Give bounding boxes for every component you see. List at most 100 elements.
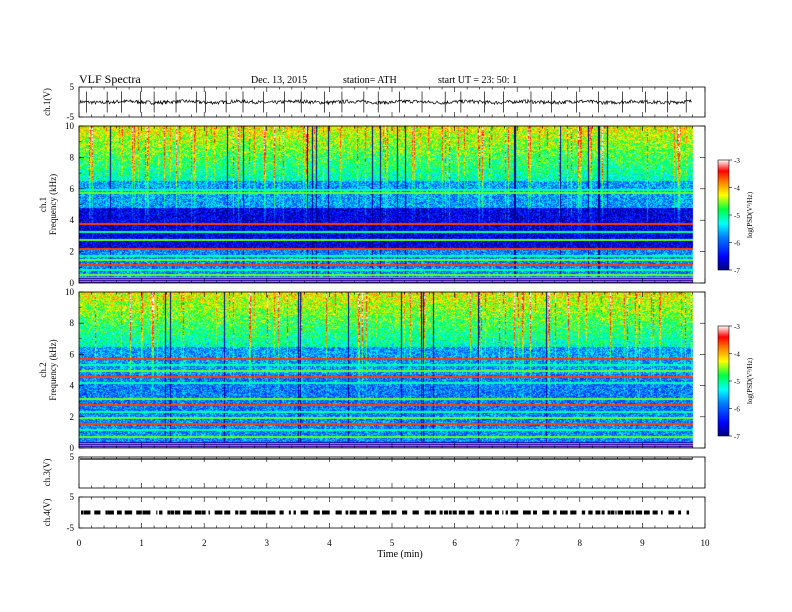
station-label: station= ATH (343, 75, 397, 86)
ch1-y-tick-label: 2 (70, 247, 75, 257)
ch4-trace-segment (369, 510, 377, 515)
ch4-trace-segment (116, 510, 122, 515)
ch4-trace-segment (167, 510, 171, 515)
ch4-trace-segment (686, 510, 690, 515)
ch1-y-axis-label: ch.1Frequency (kHz) (38, 174, 58, 235)
ch4-trace-segment (293, 510, 296, 515)
x-tick-label: 2 (202, 538, 207, 548)
ch4-trace-segment (542, 510, 550, 515)
colorbar-tick-label: -7 (734, 433, 740, 441)
ch4-trace-segment (300, 510, 309, 515)
ch4-trace-segment (382, 510, 390, 515)
ch4-trace-segment (201, 510, 206, 515)
ch4-trace-segment (321, 510, 330, 515)
ch4-trace-segment (430, 510, 437, 515)
ch1-waveform-trace (79, 98, 692, 106)
x-tick-label: 6 (452, 538, 457, 548)
ch4-trace-segment (94, 510, 101, 515)
ch4-trace-segment (581, 510, 586, 515)
ch4-trace-segment (239, 510, 247, 515)
ch4-trace-segment (174, 510, 181, 515)
ch4-trace-segment (668, 510, 675, 515)
ch4-trace-segment (652, 510, 658, 515)
ch1-waveform-panel: 5 -5 ch.1(V) (42, 82, 706, 122)
colorbar-label: log(PSD(V²/Hz) (746, 191, 754, 238)
x-tick-label: 3 (265, 538, 270, 548)
ch4-trace-segment (448, 510, 452, 515)
ch4-trace-segment (510, 510, 519, 515)
ch4-trace-segment (588, 510, 593, 515)
colorbar-tick-label: -5 (734, 378, 740, 386)
ch4-trace-segment (345, 510, 349, 515)
ch4-trace-segment (159, 510, 163, 515)
ch2-y-tick-label: 6 (70, 349, 75, 359)
ch4-trace-segment (533, 510, 537, 515)
colorbar-tick-label: -4 (734, 351, 740, 359)
ch4-trace-segment (267, 510, 276, 515)
y-axis-label-line: ch.1 (38, 197, 48, 212)
colorbar-tick-label: -6 (734, 406, 740, 414)
ch4-trace-segment (502, 510, 504, 515)
ch4-y-tick-label: -5 (67, 523, 75, 533)
ch2-spectrogram-image (79, 292, 705, 448)
ch2-y-tick-label: 2 (70, 412, 75, 422)
ch4-trace-segment (412, 510, 419, 515)
ch4-trace-segment (486, 510, 492, 515)
ch4-trace-segment (313, 510, 320, 515)
ch4-trace-segment (595, 510, 601, 515)
ch4-trace-segment (359, 510, 367, 515)
ch4-trace-segment (391, 510, 397, 515)
ch1-y-axis-label: ch.1(V) (42, 88, 52, 116)
colorbar-tick-label: -4 (734, 185, 740, 193)
ch4-trace-segment (452, 510, 457, 515)
x-tick-label: 4 (327, 538, 332, 548)
x-tick-label: 0 (77, 538, 82, 548)
ch3-waveform-panel: 5 ch.3(V) (42, 452, 706, 489)
ch4-trace-segment (335, 510, 342, 515)
ch4-trace-segment (183, 510, 187, 515)
ch4-trace-segment (522, 510, 531, 515)
ch4-trace-segment (467, 510, 475, 515)
ch4-y-tick-label: 5 (70, 492, 75, 502)
y-axis-label-line: Frequency (kHz) (48, 174, 58, 235)
ch4-trace-segment (443, 510, 449, 515)
ch4-trace-segment (81, 510, 84, 515)
ch4-trace-segment (505, 510, 508, 515)
ch4-trace-segment (136, 510, 142, 515)
ch4-y-axis-label: ch.4(V) (42, 499, 52, 527)
ch1-y-tick-label: 0 (70, 278, 75, 288)
ch4-trace-segment (258, 510, 267, 515)
ch4-trace-segment (208, 510, 210, 515)
x-tick-label: 9 (640, 538, 645, 548)
ch1-colorbar: -3 -4 -5 -6 -7 log(PSD(V²/Hz) (717, 157, 754, 275)
ch4-trace-segment (631, 510, 634, 515)
y-axis-label-line: ch.2 (38, 362, 48, 377)
ch2-y-tick-label: 8 (70, 318, 75, 328)
ch4-trace-segment (479, 510, 485, 515)
ch1-spectrogram-panel: 0 2 4 6 8 10 ch.1Frequency (kHz) (38, 121, 706, 288)
x-tick-label: 7 (515, 538, 520, 548)
ch4-trace-segment (643, 510, 650, 515)
ch1-y-tick-label: 5 (70, 82, 75, 92)
ch4-trace-segment (224, 510, 231, 515)
date-label: Dec. 13, 2015 (251, 75, 307, 86)
colorbar-tick-label: -3 (734, 157, 740, 165)
ch4-trace-segment (635, 510, 643, 515)
ch2-y-tick-label: 10 (65, 287, 75, 297)
ch4-trace-segment (624, 510, 631, 515)
colorbar-tick-label: -3 (734, 323, 740, 331)
ch4-trace-segment (570, 510, 577, 515)
ch3-y-axis-label: ch.3(V) (42, 459, 52, 487)
ch4-trace-segment (439, 510, 443, 515)
ch4-trace-segment (617, 510, 624, 515)
ch1-colorbar-gradient (717, 159, 730, 271)
ch4-trace-segment (194, 510, 202, 515)
ch4-trace-segment (559, 510, 568, 515)
figure-title: VLF Spectra (79, 72, 141, 86)
ch1-y-tick-label: 4 (70, 215, 75, 225)
ch2-spectrogram-canvas (79, 292, 705, 448)
ch4-trace-segment (349, 510, 357, 515)
ch4-trace-segment (124, 510, 133, 515)
ch2-colorbar-gradient (717, 325, 730, 437)
